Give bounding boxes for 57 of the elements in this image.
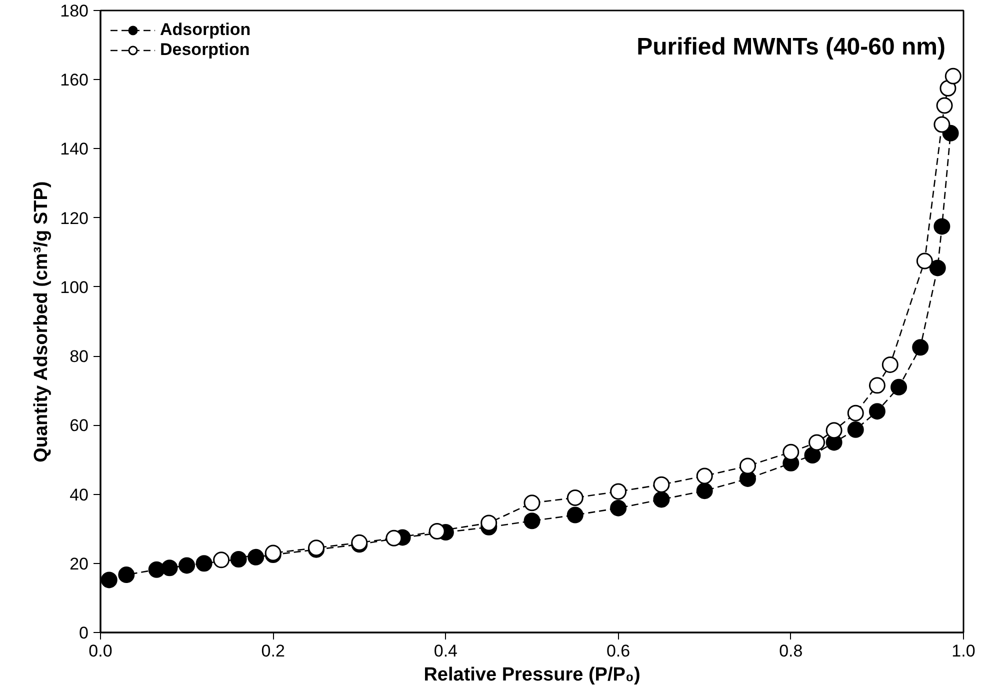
legend-label: Desorption xyxy=(160,40,250,60)
point xyxy=(610,500,627,516)
point xyxy=(934,218,950,235)
y-tick-label: 60 xyxy=(70,416,89,436)
point xyxy=(480,514,498,532)
point xyxy=(929,260,946,276)
point xyxy=(428,523,446,540)
x-tick-label: 0.4 xyxy=(434,642,458,660)
y-tick-label: 80 xyxy=(70,347,89,366)
point xyxy=(386,530,402,546)
x-axis-title: Relative Pressure (P/P₀) xyxy=(424,664,640,686)
point xyxy=(248,548,264,566)
x-tick-label: 0.0 xyxy=(88,642,112,660)
point xyxy=(161,560,178,576)
point xyxy=(882,356,898,373)
point xyxy=(868,403,886,420)
point xyxy=(566,506,584,524)
point xyxy=(890,378,908,396)
point xyxy=(148,561,165,578)
point xyxy=(566,490,584,506)
y-axis-title: Quantity Adsorbed (cm³/g STP) xyxy=(31,181,52,462)
point xyxy=(610,483,627,500)
point xyxy=(196,555,212,572)
point xyxy=(696,482,713,500)
point xyxy=(944,68,962,84)
point xyxy=(524,494,540,512)
point xyxy=(936,97,953,114)
y-tick-label: 180 xyxy=(60,2,89,20)
point xyxy=(213,552,230,568)
legend-label: Adsorption xyxy=(160,20,251,40)
x-tick-label: 1.0 xyxy=(952,642,976,660)
x-tick-label: 0.2 xyxy=(261,642,285,660)
point xyxy=(653,491,670,508)
y-tick-label: 40 xyxy=(70,485,89,504)
point xyxy=(178,557,196,574)
point xyxy=(934,116,950,133)
point xyxy=(826,422,842,439)
x-tick-label: 0.8 xyxy=(779,642,803,660)
point xyxy=(740,458,756,474)
point xyxy=(847,421,864,438)
point xyxy=(524,512,540,530)
y-tick-label: 160 xyxy=(60,70,89,90)
x-tick-label: 0.6 xyxy=(606,642,630,660)
point xyxy=(782,444,800,460)
y-tick-label: 100 xyxy=(60,278,89,297)
y-tick-label: 120 xyxy=(60,208,89,228)
point xyxy=(100,572,118,588)
y-tick-label: 0 xyxy=(79,624,89,642)
y-tick-label: 20 xyxy=(70,554,89,574)
point xyxy=(847,404,864,422)
point xyxy=(868,377,886,394)
point xyxy=(118,566,135,584)
point xyxy=(912,339,929,356)
text: Purified MWNTs (40-60 nm) xyxy=(636,34,946,60)
point xyxy=(230,551,247,568)
point xyxy=(804,446,821,464)
y-tick-label: 140 xyxy=(60,140,89,159)
